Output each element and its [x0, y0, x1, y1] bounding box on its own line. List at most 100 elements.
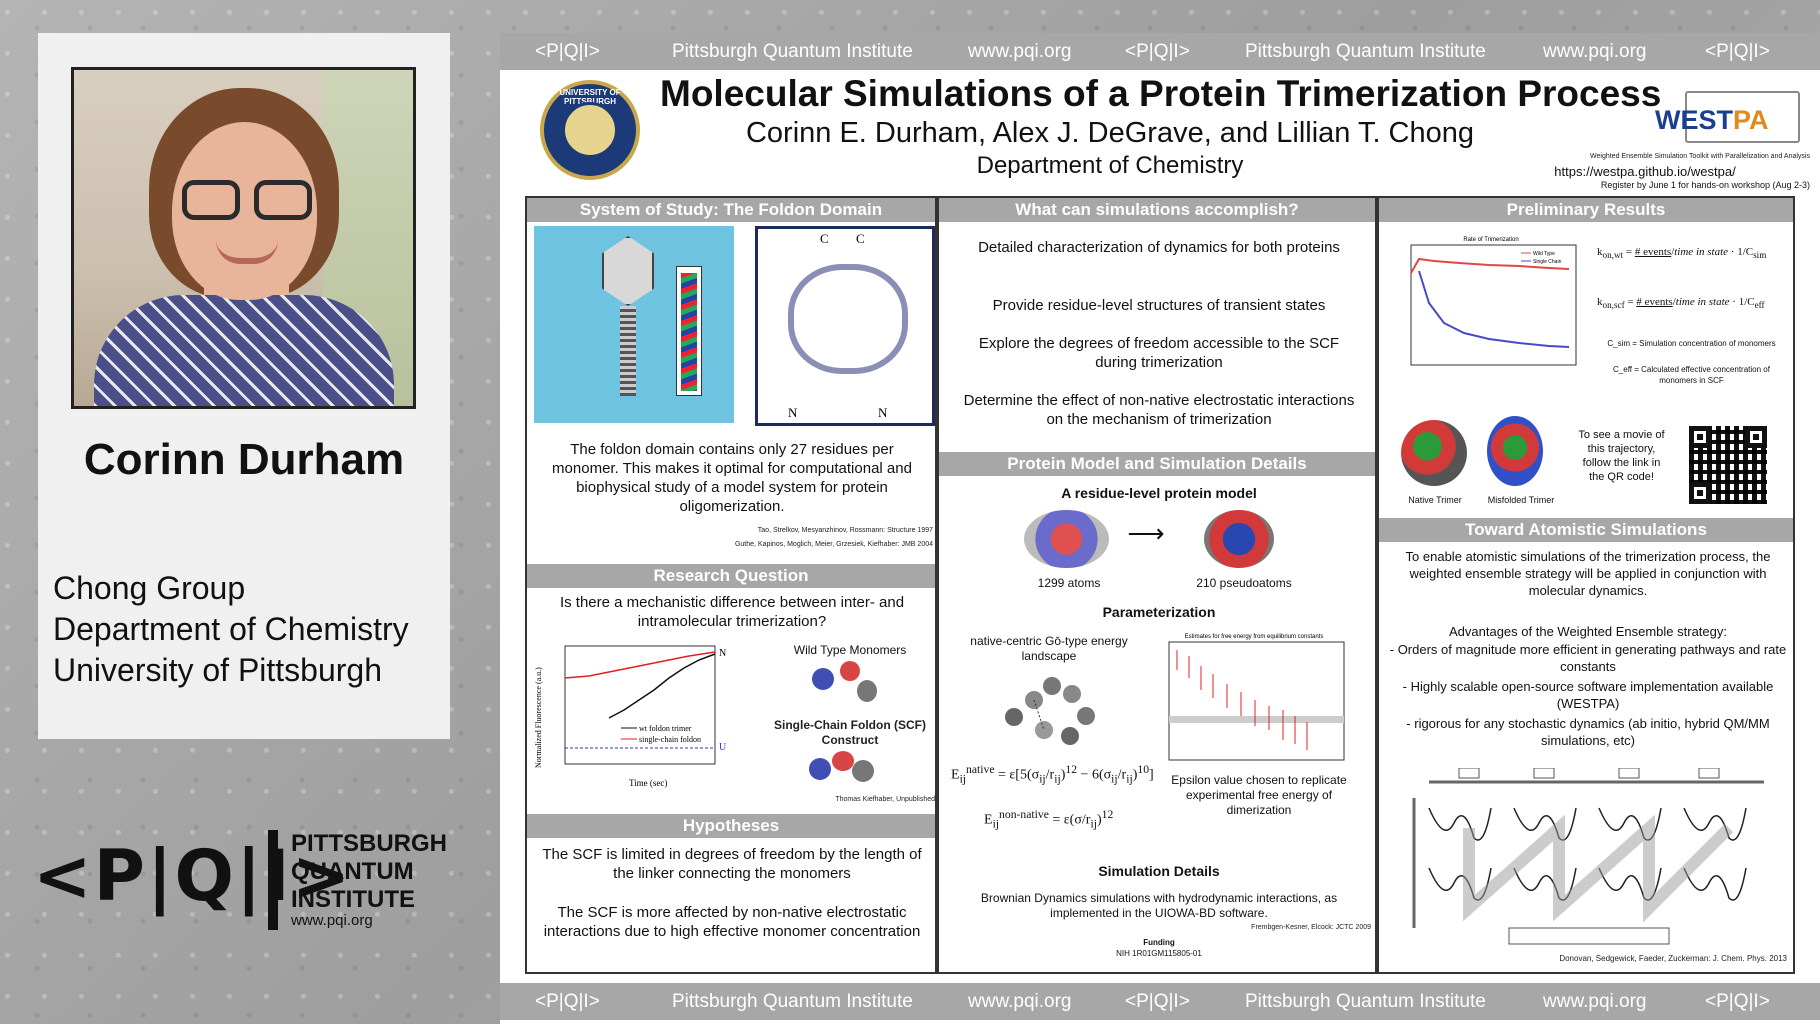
ref-tao: Tao, Strelkov, Mesyanzhinov, Rossmann: S…: [757, 527, 933, 534]
simulation-details-text: Brownian Dynamics simulations with hydro…: [980, 891, 1338, 920]
go-landscape-label: native-centric Gō-type energy landscape: [970, 634, 1128, 663]
research-question-text: Is there a mechanistic difference betwee…: [559, 594, 905, 630]
banner-name: Pittsburgh Quantum Institute: [672, 40, 913, 62]
pqi-line-1: PITTSBURGH: [291, 830, 447, 857]
pqi-line-3: INSTITUTE: [291, 886, 415, 913]
section-heading-atomistic: Toward Atomistic Simulations: [1379, 518, 1793, 542]
we-ref: Donovan, Sedgewick, Faeder, Zuckerman: J…: [1559, 954, 1787, 963]
label-c: C: [856, 231, 865, 246]
westpa-logo: WESTPA: [1655, 91, 1805, 151]
atomistic-text: To enable atomistic simulations of the t…: [1405, 549, 1771, 598]
ref-guthe: Guthe, Kapinos, Moglich, Meier, Grzesiek…: [734, 541, 933, 548]
go-model-diagram: [1005, 677, 1095, 745]
column-simulations: What can simulations accomplish? Detaile…: [937, 196, 1377, 974]
unpublished-ref: Thomas Kiefhaber, Unpublished: [835, 796, 935, 803]
label-c: C: [820, 231, 829, 246]
movie-prompt: To see a movie of this trajectory, follo…: [1578, 429, 1665, 483]
funding-text: NIH 1R01GM115805-01: [1116, 949, 1202, 958]
accomplish-item-4: Determine the effect of non-native elect…: [963, 392, 1355, 428]
profile-card: Corinn Durham Chong Group Department of …: [38, 33, 450, 739]
simulation-details-heading: Simulation Details: [1098, 863, 1220, 879]
label-n: N: [878, 405, 888, 420]
hypothesis-1: The SCF is limited in degrees of freedom…: [542, 846, 922, 882]
parameterization-heading: Parameterization: [1102, 604, 1216, 620]
pqi-logo: <P|Q|I> PITTSBURGH QUANTUM INSTITUTE www…: [33, 826, 453, 931]
accomplish-item-1: Detailed characterization of dynamics fo…: [978, 239, 1340, 256]
top-banner: <P|Q|I> Pittsburgh Quantum Institute www…: [500, 33, 1820, 70]
pqi-url: www.pqi.org: [291, 912, 373, 929]
column-results: Preliminary Results Rate of Trimerizatio…: [1377, 196, 1795, 974]
banner-mark: <P|Q|I>: [1705, 990, 1770, 1012]
misfolded-trimer-label: Misfolded Trimer: [1487, 495, 1555, 505]
funding-label: Funding: [1143, 938, 1175, 947]
trimerization-rate-plot: Rate of Trimerization Wild Type Single C…: [1410, 237, 1577, 366]
epsilon-plot: Estimates for free energy from equilibri…: [1168, 634, 1345, 761]
atoms-label: 1299 atoms: [1037, 576, 1101, 590]
banner-mark: <P|Q|I>: [1125, 40, 1190, 62]
accomplish-item-2: Provide residue-level structures of tran…: [992, 297, 1326, 314]
profile-photo: [71, 67, 416, 409]
foldon-structure-image: C C N N: [755, 226, 935, 426]
rate-legend-wt: Wild Type: [1533, 251, 1555, 257]
affiliation-university: University of Pittsburgh: [53, 652, 383, 688]
plot-ylabel: Normalized Fluorescence (a.u.): [534, 667, 543, 768]
hypothesis-2: The SCF is more affected by non-native e…: [543, 904, 921, 940]
we-advantage-1: - Orders of magnitude more efficient in …: [1389, 642, 1787, 674]
section-heading-research-question: Research Question: [527, 564, 935, 588]
banner-mark: <P|Q|I>: [1705, 40, 1770, 62]
we-advantages-heading: Advantages of the Weighted Ensemble stra…: [1449, 624, 1727, 639]
plot-label-n: N: [719, 648, 726, 659]
scf-label: Single-Chain Foldon (SCF) Construct: [774, 718, 926, 747]
rate-legend-scf: Single Chain: [1533, 259, 1562, 265]
wt-monomers-label: Wild Type Monomers: [793, 643, 907, 657]
section-heading-results: Preliminary Results: [1379, 198, 1793, 222]
poster-title: Molecular Simulations of a Protein Trime…: [660, 73, 1662, 114]
banner-mark: <P|Q|I>: [535, 40, 600, 62]
seal-text: UNIVERSITY OF PITTSBURGH: [559, 88, 621, 106]
banner-url: www.pqi.org: [968, 990, 1072, 1012]
ceff-note: C_eff = Calculated effective concentrati…: [1613, 365, 1770, 385]
affiliation-department: Department of Chemistry: [53, 611, 409, 647]
westpa-tagline: Weighted Ensemble Simulation Toolkit wit…: [1590, 153, 1810, 160]
label-n: N: [788, 405, 798, 420]
model-subheading: A residue-level protein model: [1061, 485, 1257, 501]
banner-name: Pittsburgh Quantum Institute: [672, 990, 913, 1012]
native-trimer-label: Native Trimer: [1408, 495, 1462, 505]
banner-url: www.pqi.org: [1543, 40, 1647, 62]
csim-note: C_sim = Simulation concentration of mono…: [1607, 339, 1776, 348]
epsilon-plot-title: Estimates for free energy from equilibri…: [1185, 634, 1324, 640]
university-seal: UNIVERSITY OF PITTSBURGH: [540, 80, 640, 180]
banner-url: www.pqi.org: [1543, 990, 1647, 1012]
banner-mark: <P|Q|I>: [1125, 990, 1190, 1012]
westpa-logo-a: WEST: [1655, 105, 1733, 135]
arrow-icon: ⟶: [1127, 518, 1165, 548]
rate-plot-title: Rate of Trimerization: [1463, 237, 1518, 243]
accomplish-item-3: Explore the degrees of freedom accessibl…: [978, 335, 1340, 371]
presenter-name: Corinn Durham: [83, 435, 405, 484]
fluorescence-plot: N U wt foldon trimer single-chain foldon…: [534, 645, 727, 788]
pqi-wordmark: PITTSBURGH QUANTUM INSTITUTE: [291, 830, 447, 914]
banner-url: www.pqi.org: [968, 40, 1072, 62]
affiliation-group: Chong Group: [53, 570, 246, 606]
qr-code[interactable]: [1689, 426, 1767, 504]
section-heading-simulations: What can simulations accomplish?: [939, 198, 1375, 222]
banner-name: Pittsburgh Quantum Institute: [1245, 40, 1486, 62]
westpa-url[interactable]: https://westpa.github.io/westpa/: [1554, 164, 1736, 179]
plot-xlabel: Time (sec): [629, 778, 667, 788]
westpa-register: Register by June 1 for hands-on workshop…: [1600, 180, 1810, 190]
poster: <P|Q|I> Pittsburgh Quantum Institute www…: [500, 33, 1820, 1024]
column-foldon: System of Study: The Foldon Domain C C N…: [525, 196, 937, 974]
phage-image: [534, 226, 734, 423]
epsilon-caption: Epsilon value chosen to replicate experi…: [1171, 773, 1347, 817]
section-heading-foldon: System of Study: The Foldon Domain: [527, 198, 935, 222]
banner-mark: <P|Q|I>: [535, 990, 600, 1012]
plot-legend-wt: wt foldon trimer: [639, 724, 692, 733]
section-heading-hypotheses: Hypotheses: [527, 814, 935, 838]
section-heading-model: Protein Model and Simulation Details: [939, 452, 1375, 476]
westpa-logo-b: PA: [1733, 105, 1769, 135]
bottom-banner: <P|Q|I> Pittsburgh Quantum Institute www…: [500, 983, 1820, 1020]
foldon-description: The foldon domain contains only 27 resid…: [552, 441, 912, 515]
plot-label-u: U: [719, 742, 727, 753]
we-advantage-3: - rigorous for any stochastic dynamics (…: [1406, 716, 1770, 748]
pqi-line-2: QUANTUM: [291, 858, 414, 885]
